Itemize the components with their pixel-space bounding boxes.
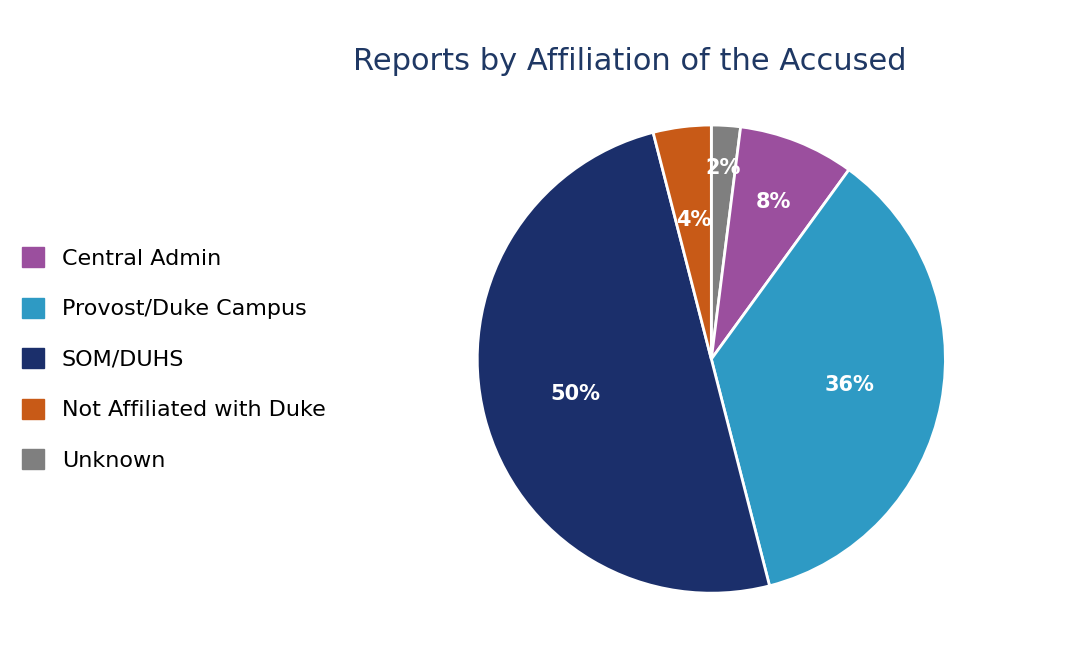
Wedge shape	[711, 127, 849, 359]
Wedge shape	[711, 170, 946, 586]
Wedge shape	[711, 125, 741, 359]
Text: 8%: 8%	[756, 192, 791, 212]
Text: 2%: 2%	[706, 158, 741, 178]
Text: 36%: 36%	[824, 376, 874, 396]
Wedge shape	[653, 125, 711, 359]
Text: 50%: 50%	[551, 384, 601, 404]
Wedge shape	[477, 132, 770, 593]
Legend: Central Admin, Provost/Duke Campus, SOM/DUHS, Not Affiliated with Duke, Unknown: Central Admin, Provost/Duke Campus, SOM/…	[22, 247, 326, 471]
Text: Reports by Affiliation of the Accused: Reports by Affiliation of the Accused	[353, 47, 907, 76]
Text: 4%: 4%	[677, 209, 711, 230]
